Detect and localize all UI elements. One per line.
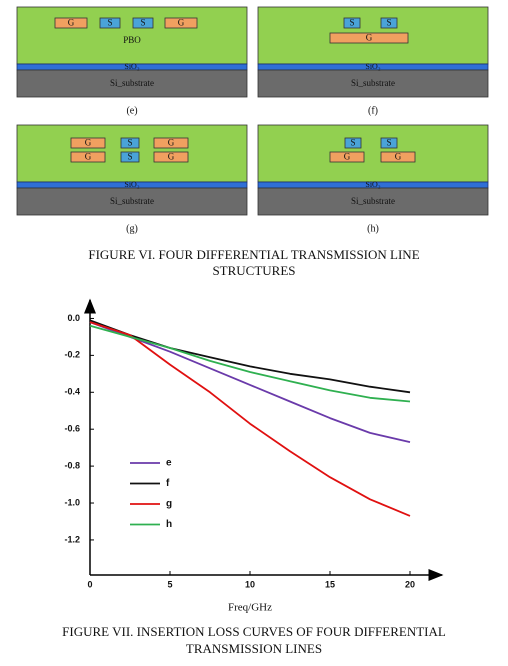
conductor-label: S	[349, 18, 354, 28]
conductor-label: S	[127, 138, 132, 148]
ground-conductor	[164, 17, 198, 29]
y-tick-label: -0.2	[64, 350, 80, 360]
substrate-layer	[16, 187, 248, 216]
y-tick-label: -0.8	[64, 460, 80, 470]
conductor-label: G	[366, 33, 373, 43]
figure-caption: TRANSMISSION LINES	[186, 641, 322, 656]
oxide-label: SiO₂	[365, 62, 380, 71]
conductor-label: G	[85, 152, 92, 162]
dielectric-layer	[257, 124, 489, 183]
series-line	[89, 319, 411, 394]
x-tick-label: 5	[167, 579, 172, 589]
conductor-label: S	[140, 18, 145, 28]
legend-label: e	[166, 458, 172, 469]
signal-conductor	[132, 17, 154, 29]
structure-panel: PBO SiO₂ Si_substrate G S S G (e)	[16, 6, 248, 116]
dielectric-label: PBO	[123, 35, 141, 45]
conductor-label: S	[127, 152, 132, 162]
conductor-label: G	[85, 138, 92, 148]
oxide-label: SiO₂	[124, 180, 139, 189]
signal-conductor	[99, 17, 121, 29]
panel-label: (g)	[126, 223, 138, 234]
conductor-label: S	[386, 18, 391, 28]
figure-caption: STRUCTURES	[212, 263, 295, 278]
substrate-label: Si_substrate	[110, 78, 154, 88]
panel-label: (f)	[368, 105, 378, 116]
signal-conductor	[120, 137, 140, 149]
x-tick-label: 0	[87, 579, 92, 589]
substrate-layer	[16, 69, 248, 98]
legend-label: g	[166, 499, 172, 510]
substrate-label: Si_substrate	[351, 196, 395, 206]
conductor-label: S	[350, 138, 355, 148]
ground-conductor	[153, 137, 189, 149]
series-line	[89, 321, 411, 443]
legend-label: h	[166, 519, 172, 530]
figure-caption: FIGURE VI. FOUR DIFFERENTIAL TRANSMISSIO…	[88, 247, 419, 262]
x-tick-label: 10	[245, 579, 255, 589]
oxide-label: SiO₂	[365, 180, 380, 189]
y-tick-label: -1.2	[64, 534, 80, 544]
signal-conductor	[120, 151, 140, 163]
substrate-layer	[257, 187, 489, 216]
y-tick-label: 0.0	[67, 313, 80, 323]
legend-label: f	[166, 478, 170, 489]
series-line	[89, 321, 411, 517]
conductor-label: G	[168, 152, 175, 162]
panel-label: (h)	[367, 223, 379, 234]
ground-conductor	[380, 151, 416, 163]
structure-panel: SiO₂ Si_substrate S S G (f)	[257, 6, 489, 116]
conductor-label: G	[168, 138, 175, 148]
x-tick-label: 20	[405, 579, 415, 589]
dielectric-layer	[16, 6, 248, 65]
conductor-label: G	[395, 152, 402, 162]
y-tick-label: -0.4	[64, 387, 80, 397]
conductor-label: S	[107, 18, 112, 28]
figure-caption: FIGURE VII. INSERTION LOSS CURVES OF FOU…	[62, 624, 446, 639]
y-tick-label: -0.6	[64, 424, 80, 434]
signal-conductor	[343, 17, 361, 29]
signal-conductor	[380, 137, 398, 149]
substrate-label: Si_substrate	[351, 78, 395, 88]
ground-conductor	[54, 17, 88, 29]
conductor-label: S	[386, 138, 391, 148]
y-tick-label: -1.0	[64, 497, 80, 507]
ground-conductor	[329, 151, 365, 163]
panel-label: (e)	[126, 105, 137, 116]
signal-conductor	[380, 17, 398, 29]
ground-conductor	[153, 151, 189, 163]
oxide-label: SiO₂	[124, 62, 139, 71]
series-line	[89, 324, 411, 403]
conductor-label: G	[68, 18, 75, 28]
signal-conductor	[344, 137, 362, 149]
substrate-label: Si_substrate	[110, 196, 154, 206]
ground-conductor	[70, 151, 106, 163]
ground-conductor	[329, 32, 409, 44]
conductor-label: G	[178, 18, 185, 28]
ground-conductor	[70, 137, 106, 149]
x-tick-label: 15	[325, 579, 335, 589]
substrate-layer	[257, 69, 489, 98]
x-axis-label: Freq/GHz	[228, 602, 272, 614]
conductor-label: G	[344, 152, 351, 162]
